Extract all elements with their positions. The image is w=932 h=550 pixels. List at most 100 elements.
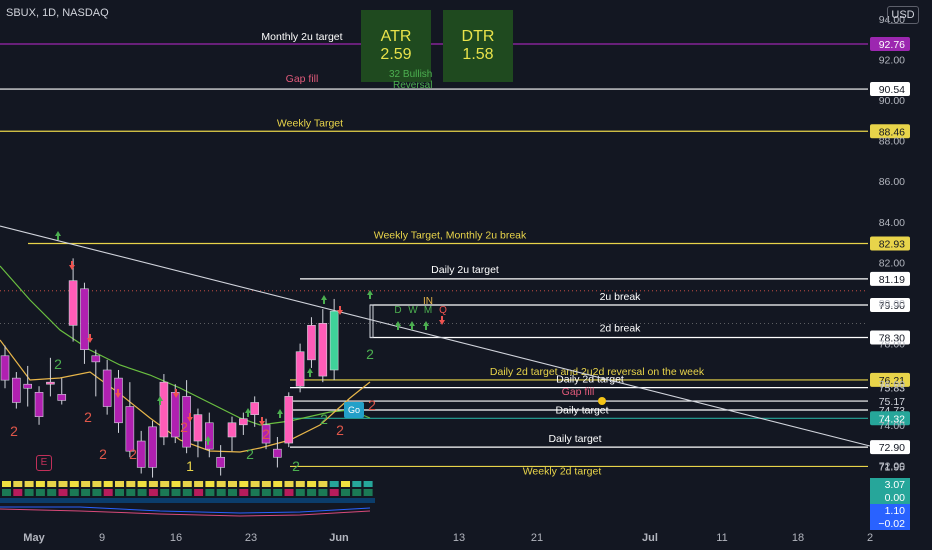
squeeze-bar <box>341 481 350 487</box>
candle-body[interactable] <box>136 440 146 468</box>
candle-body[interactable] <box>318 322 328 377</box>
candle-body[interactable] <box>80 288 89 350</box>
y-axis-tick: 82.00 <box>879 257 905 269</box>
level-label: Gap fill <box>286 73 319 85</box>
candle-body[interactable] <box>170 392 180 438</box>
squeeze-bar <box>329 481 339 487</box>
up-arrow-icon <box>157 396 163 401</box>
candle-body[interactable] <box>114 377 123 424</box>
candle-body[interactable] <box>261 424 271 444</box>
candle-body[interactable] <box>250 402 259 415</box>
candle-body[interactable] <box>23 383 33 389</box>
candle-body[interactable] <box>216 456 225 468</box>
x-axis-tick: 2 <box>867 532 873 544</box>
y-axis-tick: 94.00 <box>879 14 905 26</box>
level-price-tag <box>870 372 910 387</box>
candle-body[interactable] <box>193 414 203 442</box>
candle-body[interactable] <box>34 392 44 417</box>
level-label: Daily 2u target <box>431 264 499 276</box>
down-arrow-icon <box>439 320 445 325</box>
candle-body[interactable] <box>46 381 55 385</box>
squeeze-bar <box>126 481 136 487</box>
candle-body[interactable] <box>12 377 21 403</box>
x-axis-tick: 23 <box>245 532 257 544</box>
candle-body[interactable] <box>295 351 305 387</box>
squeeze-bar <box>35 481 45 487</box>
candle-body[interactable] <box>125 406 135 452</box>
squeeze-bar <box>273 481 283 487</box>
x-axis-tick: 9 <box>99 532 105 544</box>
up-arrow-icon <box>245 408 251 413</box>
candle-body[interactable] <box>182 396 191 448</box>
indicator-tag-label: 0.00 <box>885 492 906 504</box>
go-signal-badge[interactable]: Go <box>344 402 364 418</box>
squeeze-bar <box>103 481 113 487</box>
level-price-tag <box>870 411 910 426</box>
squeeze-bar <box>307 481 317 487</box>
momentum-bar <box>81 489 91 496</box>
scenario-number: 2 <box>180 419 188 435</box>
scenario-number: 2 <box>99 446 107 462</box>
earnings-badge[interactable]: E <box>36 455 52 471</box>
momentum-bar <box>352 489 362 496</box>
candle-body[interactable] <box>159 381 169 438</box>
atr-box: ATR 2.59 <box>361 10 431 82</box>
candle-body[interactable] <box>57 394 67 401</box>
gap-fill-icon <box>598 397 606 405</box>
level-price-tag <box>870 298 910 313</box>
candle-body[interactable] <box>205 422 214 450</box>
level-price-tag-label: 74.32 <box>879 413 905 425</box>
up-arrow-icon <box>205 436 211 441</box>
squeeze-bar <box>171 481 181 487</box>
down-arrow-icon <box>337 310 343 315</box>
candle-body[interactable] <box>273 448 282 458</box>
candle-body[interactable] <box>68 280 78 326</box>
currency-button[interactable]: USD <box>887 6 919 24</box>
candle-body[interactable] <box>0 355 10 381</box>
squeeze-bar <box>2 481 11 487</box>
candle-body[interactable] <box>239 418 248 426</box>
scenario-number: 2 <box>84 409 92 425</box>
scenario-number: 2 <box>366 346 374 362</box>
momentum-bar <box>58 489 68 496</box>
scenario-number: 2 <box>246 446 254 462</box>
level-label: Weekly Target <box>277 117 343 129</box>
candle-body[interactable] <box>284 396 294 444</box>
level-price-tag <box>870 36 910 51</box>
squeeze-bar <box>137 481 147 487</box>
scenario-number: 2 <box>129 446 137 462</box>
scenario-number: 1 <box>186 458 194 474</box>
y-axis-tick: 74.00 <box>879 420 905 432</box>
momentum-bar <box>261 489 271 496</box>
squeeze-bar <box>363 481 373 487</box>
x-axis-tick: Jul <box>642 532 658 544</box>
momentum-bar <box>228 489 237 496</box>
squeeze-bar <box>194 481 204 487</box>
up-arrow-icon <box>395 321 401 326</box>
momentum-bar <box>103 489 113 496</box>
candle-body[interactable] <box>307 325 316 361</box>
x-axis-tick: 13 <box>453 532 465 544</box>
level-price-tag <box>870 124 910 139</box>
volume-band <box>0 498 375 503</box>
candle-body[interactable] <box>91 355 101 363</box>
symbol-title: SBUX, 1D, NASDAQ <box>6 7 109 19</box>
momentum-bar <box>2 489 11 496</box>
down-arrow-icon <box>69 265 75 270</box>
ema-line <box>0 339 371 453</box>
up-arrow-icon <box>55 231 61 236</box>
momentum-bar <box>307 489 317 496</box>
candle-body[interactable] <box>329 310 339 371</box>
momentum-bar <box>205 489 215 496</box>
momentum-bar <box>318 489 328 496</box>
candle-body[interactable] <box>227 422 237 438</box>
level-label: Daily 2d target <box>556 374 624 386</box>
squeeze-bar <box>205 481 215 487</box>
level-label: Daily target <box>548 433 601 445</box>
squeeze-bar <box>352 481 362 487</box>
momentum-bar <box>363 489 373 496</box>
candle-body[interactable] <box>148 426 157 468</box>
candle-body[interactable] <box>102 369 112 407</box>
bullish-reversal-label-2: Reversal <box>393 80 433 91</box>
